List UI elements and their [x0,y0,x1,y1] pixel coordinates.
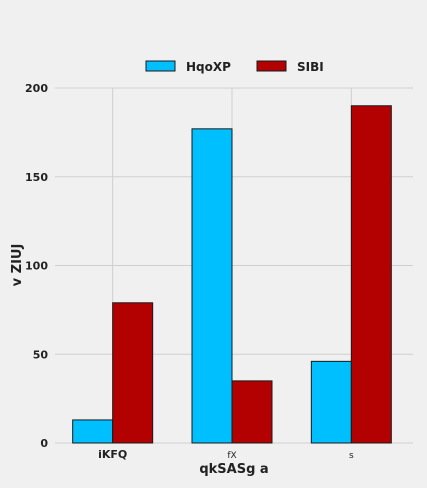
y-tick-labels: 0 50 100 150 200 [25,82,48,450]
bar-SIBI-s [350,105,392,444]
bar-HqoXP-s [310,360,352,444]
y-tick-label: 0 [40,437,48,450]
x-tick-labels: iKFQ fX s [98,448,354,461]
y-axis-label: v ZIUJ [10,244,25,287]
x-tick-label: iKFQ [98,448,127,461]
legend-swatch-SIBI [256,60,287,72]
bar-HqoXP-iKFQ [72,419,114,444]
y-tick-label: 100 [25,260,48,273]
legend-label: HqoXP [186,60,231,74]
y-tick-label: 50 [33,348,49,361]
legend: HqoXP SIBI [145,60,324,74]
x-tick-label: s [349,451,354,461]
bar-SIBI-fX [231,380,273,444]
y-tick-label: 200 [25,82,48,95]
bar-SIBI-iKFQ [112,302,154,444]
y-tick-label: 150 [25,171,48,184]
legend-swatch-HqoXP [145,60,176,72]
bar-HqoXP-fX [191,128,233,444]
x-tick-label: fX [227,451,236,461]
legend-label: SIBI [297,60,324,74]
x-axis-label: qkSASg a [199,462,268,477]
bars [72,105,392,444]
